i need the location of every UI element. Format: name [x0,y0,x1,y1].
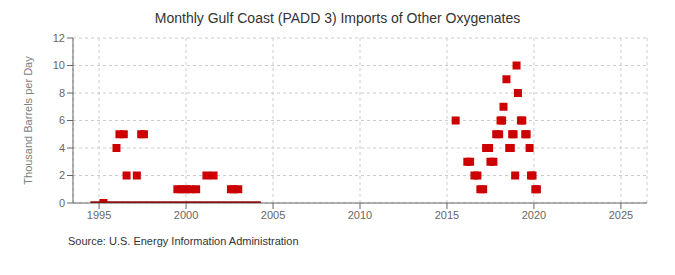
svg-text:0: 0 [59,197,65,209]
svg-text:2020: 2020 [522,209,546,221]
svg-text:6: 6 [59,114,65,126]
svg-text:2005: 2005 [261,209,285,221]
svg-text:1995: 1995 [87,209,111,221]
svg-text:Thousand Barrels per Day: Thousand Barrels per Day [22,56,34,185]
html-text:Source: U.S. Energy Informatio: Source: U.S. Energy Information Administ… [68,235,299,247]
svg-text:10: 10 [53,59,65,71]
svg-text:4: 4 [59,142,65,154]
svg-text:2015: 2015 [435,209,459,221]
html-text:Monthly Gulf Coast (PADD 3) Im: Monthly Gulf Coast (PADD 3) Imports of O… [154,10,521,26]
svg-text:2: 2 [59,169,65,181]
svg-text:12: 12 [53,32,65,44]
svg-text:2025: 2025 [609,209,633,221]
svg-text:8: 8 [59,87,65,99]
svg-text:2010: 2010 [348,209,372,221]
svg-text:2000: 2000 [174,209,198,221]
